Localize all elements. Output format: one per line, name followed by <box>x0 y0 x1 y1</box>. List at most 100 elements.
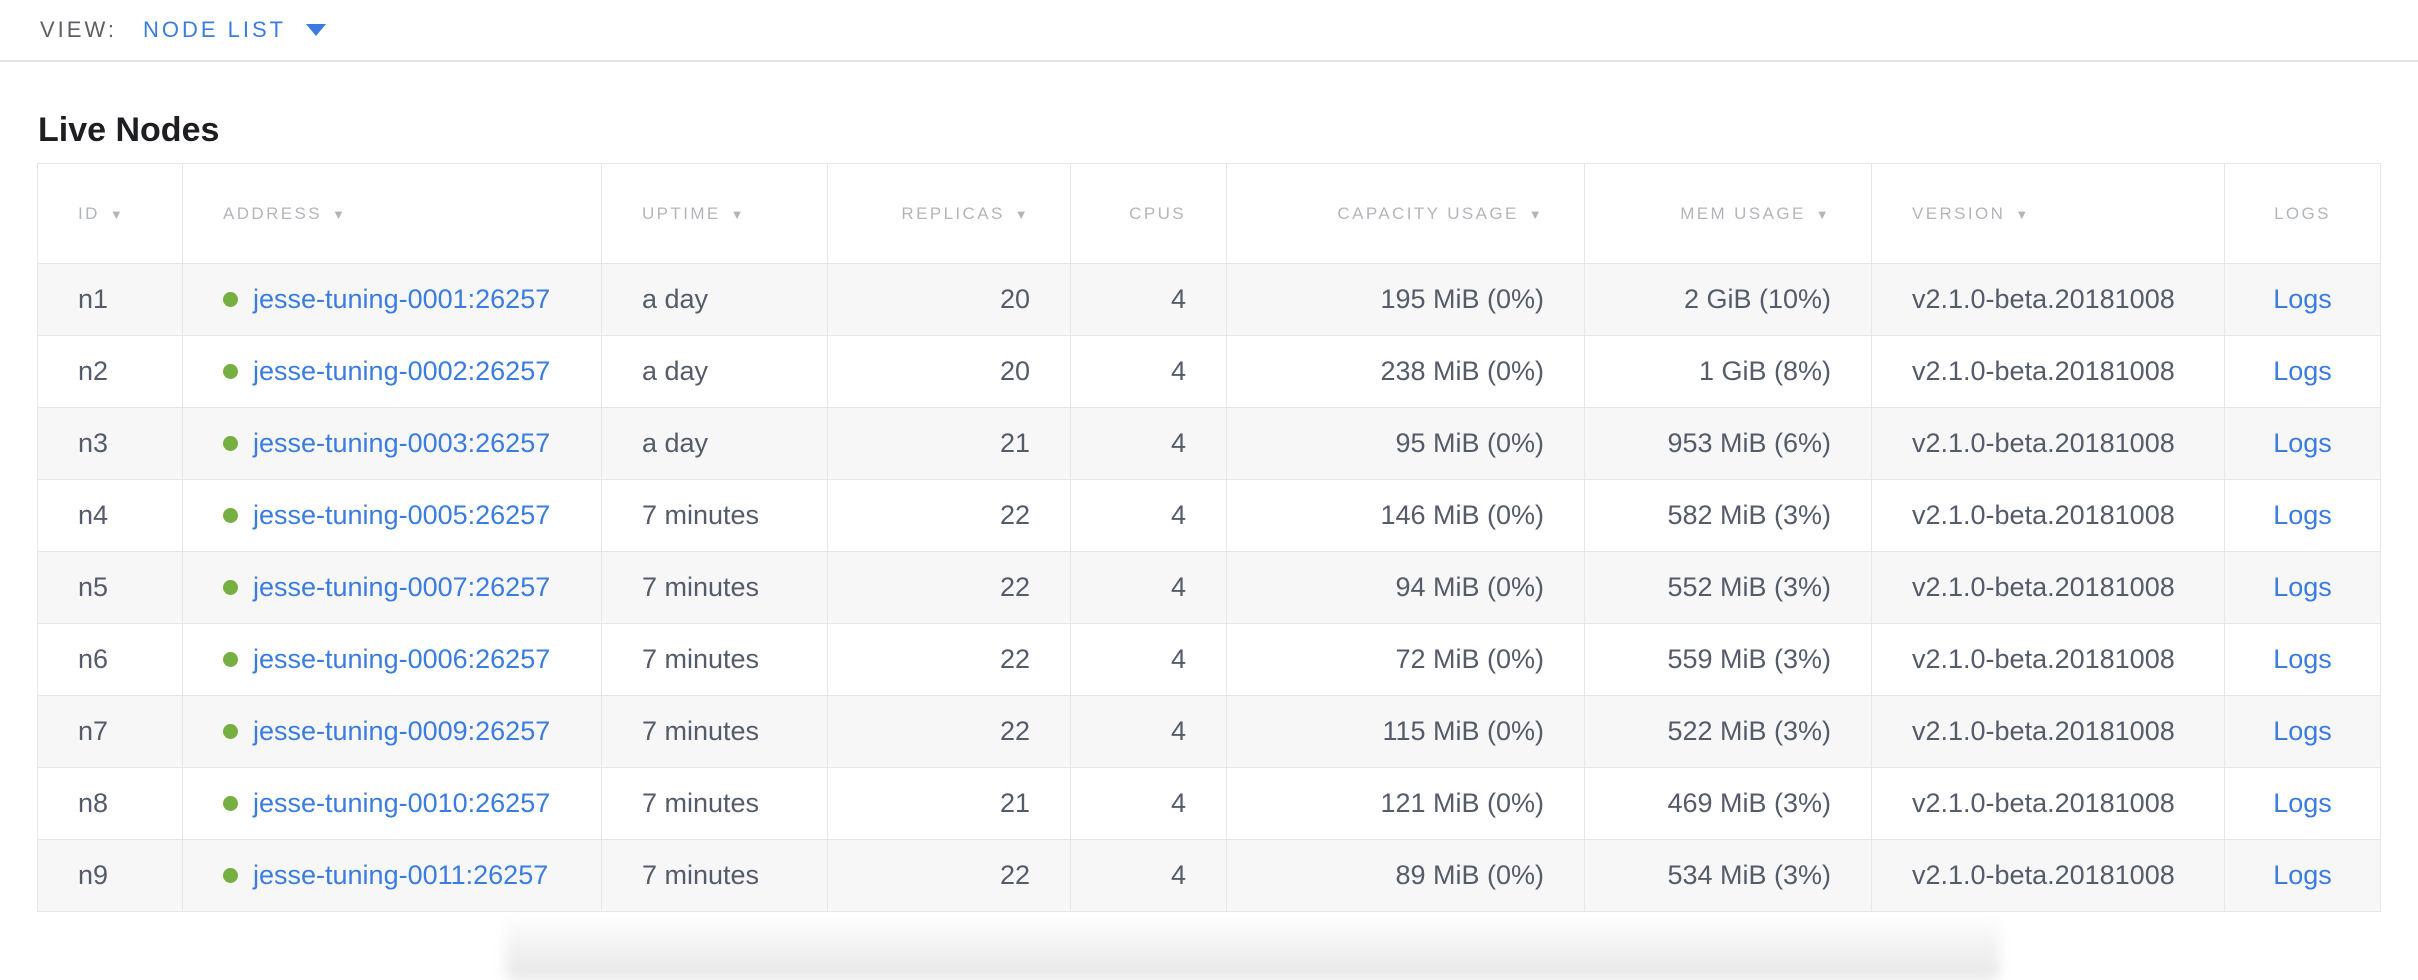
sort-desc-icon: ▼ <box>2015 206 2031 222</box>
column-header-logs: LOGS <box>2224 163 2381 264</box>
node-address-link[interactable]: jesse-tuning-0005:26257 <box>253 500 551 530</box>
mem-value: 534 MiB (3%) <box>1667 860 1831 890</box>
column-header-uptime[interactable]: UPTIME ▼ <box>601 163 828 264</box>
column-label: MEM USAGE <box>1680 203 1806 223</box>
logs-link[interactable]: Logs <box>2273 716 2332 746</box>
id-cell: n7 <box>37 695 183 768</box>
version-cell: v2.1.0-beta.20181008 <box>1871 767 2225 840</box>
replicas-value: 22 <box>999 716 1030 746</box>
capacity-cell: 72 MiB (0%) <box>1226 623 1585 696</box>
version-cell: v2.1.0-beta.20181008 <box>1871 695 2225 768</box>
column-label: REPLICAS <box>901 203 1005 223</box>
column-header-capacity[interactable]: CAPACITY USAGE ▼ <box>1226 163 1585 264</box>
mem-value: 582 MiB (3%) <box>1667 500 1831 530</box>
column-header-replicas[interactable]: REPLICAS ▼ <box>827 163 1071 264</box>
column-header-address[interactable]: ADDRESS ▼ <box>182 163 602 264</box>
logs-link[interactable]: Logs <box>2273 644 2332 674</box>
logs-cell: Logs <box>2224 623 2381 696</box>
uptime-value: 7 minutes <box>642 716 760 746</box>
node-address-link[interactable]: jesse-tuning-0007:26257 <box>253 572 551 602</box>
replicas-value: 22 <box>999 572 1030 602</box>
version-cell: v2.1.0-beta.20181008 <box>1871 263 2225 336</box>
cpus-value: 4 <box>1170 716 1186 746</box>
table-row: n6 jesse-tuning-0006:26257 7 minutes 22 4 72 … <box>37 623 2381 696</box>
version-value: v2.1.0-beta.20181008 <box>1912 644 2175 674</box>
below-fold-shadow <box>505 920 2000 980</box>
node-address-link[interactable]: jesse-tuning-0003:26257 <box>253 428 551 458</box>
mem-cell: 953 MiB (6%) <box>1584 407 1872 480</box>
id-value: n4 <box>78 500 109 530</box>
capacity-cell: 115 MiB (0%) <box>1226 695 1585 768</box>
mem-cell: 534 MiB (3%) <box>1584 839 1872 912</box>
node-health-icon <box>223 580 238 595</box>
table-row: n2 jesse-tuning-0002:26257 a day 20 4 238 MiB… <box>37 335 2381 408</box>
table-row: n5 jesse-tuning-0007:26257 7 minutes 22 4 94 … <box>37 551 2381 624</box>
version-value: v2.1.0-beta.20181008 <box>1912 500 2175 530</box>
capacity-value: 238 MiB (0%) <box>1380 356 1544 386</box>
logs-link[interactable]: Logs <box>2273 356 2332 386</box>
table-row: n1 jesse-tuning-0001:26257 a day 20 4 195 MiB… <box>37 263 2381 336</box>
capacity-value: 121 MiB (0%) <box>1380 788 1544 818</box>
uptime-cell: a day <box>601 335 828 408</box>
node-address-link[interactable]: jesse-tuning-0011:26257 <box>253 860 549 890</box>
uptime-value: 7 minutes <box>642 644 760 674</box>
id-cell: n3 <box>37 407 183 480</box>
mem-value: 469 MiB (3%) <box>1667 788 1831 818</box>
node-health-icon <box>223 364 238 379</box>
node-address-link[interactable]: jesse-tuning-0010:26257 <box>253 788 551 818</box>
column-header-mem[interactable]: MEM USAGE ▼ <box>1584 163 1872 264</box>
logs-link[interactable]: Logs <box>2273 788 2332 818</box>
replicas-value: 22 <box>999 860 1030 890</box>
view-label: VIEW: <box>40 17 117 42</box>
version-value: v2.1.0-beta.20181008 <box>1912 572 2175 602</box>
replicas-cell: 22 <box>827 551 1071 624</box>
node-address-link[interactable]: jesse-tuning-0001:26257 <box>253 284 551 314</box>
column-label: CPUS <box>1129 203 1186 223</box>
node-address-link[interactable]: jesse-tuning-0006:26257 <box>253 644 551 674</box>
address-cell: jesse-tuning-0009:26257 <box>182 695 602 768</box>
id-value: n1 <box>78 284 109 314</box>
sort-desc-icon: ▼ <box>332 206 348 222</box>
uptime-cell: 7 minutes <box>601 551 828 624</box>
column-header-version[interactable]: VERSION ▼ <box>1871 163 2225 264</box>
logs-link[interactable]: Logs <box>2273 500 2332 530</box>
mem-cell: 2 GiB (10%) <box>1584 263 1872 336</box>
replicas-value: 20 <box>999 284 1030 314</box>
capacity-value: 195 MiB (0%) <box>1380 284 1544 314</box>
replicas-cell: 21 <box>827 767 1071 840</box>
view-selector-dropdown[interactable]: NODE LIST <box>143 17 327 43</box>
logs-cell: Logs <box>2224 839 2381 912</box>
node-health-icon <box>223 508 238 523</box>
mem-cell: 582 MiB (3%) <box>1584 479 1872 552</box>
version-cell: v2.1.0-beta.20181008 <box>1871 479 2225 552</box>
id-value: n6 <box>78 644 109 674</box>
logs-cell: Logs <box>2224 407 2381 480</box>
mem-value: 953 MiB (6%) <box>1667 428 1831 458</box>
capacity-cell: 94 MiB (0%) <box>1226 551 1585 624</box>
table-row: n4 jesse-tuning-0005:26257 7 minutes 22 4 146… <box>37 479 2381 552</box>
cpus-cell: 4 <box>1070 695 1227 768</box>
address-cell: jesse-tuning-0005:26257 <box>182 479 602 552</box>
logs-link[interactable]: Logs <box>2273 860 2332 890</box>
column-header-id[interactable]: ID ▼ <box>37 163 183 264</box>
logs-link[interactable]: Logs <box>2273 284 2332 314</box>
uptime-cell: 7 minutes <box>601 623 828 696</box>
address-cell: jesse-tuning-0001:26257 <box>182 263 602 336</box>
replicas-value: 20 <box>999 356 1030 386</box>
column-label: ADDRESS <box>223 203 322 223</box>
address-cell: jesse-tuning-0006:26257 <box>182 623 602 696</box>
cpus-value: 4 <box>1170 356 1186 386</box>
node-health-icon <box>223 436 238 451</box>
id-cell: n4 <box>37 479 183 552</box>
node-address-link[interactable]: jesse-tuning-0002:26257 <box>253 356 551 386</box>
address-cell: jesse-tuning-0002:26257 <box>182 335 602 408</box>
logs-link[interactable]: Logs <box>2273 428 2332 458</box>
id-cell: n1 <box>37 263 183 336</box>
table-body: n1 jesse-tuning-0001:26257 a day 20 4 195 MiB… <box>37 263 2381 912</box>
node-address-link[interactable]: jesse-tuning-0009:26257 <box>253 716 551 746</box>
logs-cell: Logs <box>2224 479 2381 552</box>
cpus-value: 4 <box>1170 284 1186 314</box>
logs-link[interactable]: Logs <box>2273 572 2332 602</box>
uptime-cell: 7 minutes <box>601 479 828 552</box>
node-health-icon <box>223 796 238 811</box>
